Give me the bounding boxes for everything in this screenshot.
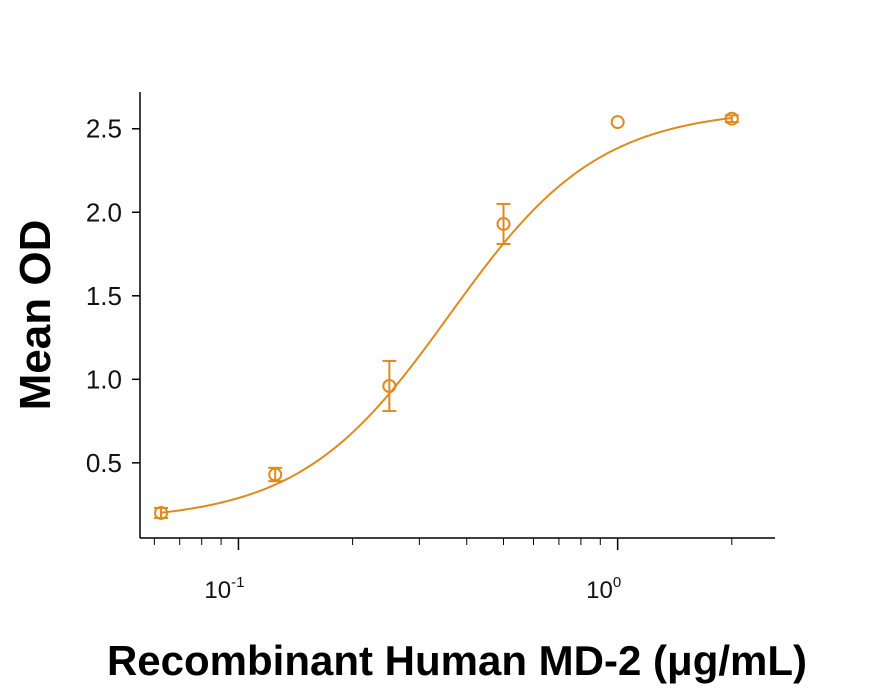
fit-curve	[160, 116, 732, 514]
y-tick-label: 0.5	[86, 448, 122, 478]
x-axis-label: Recombinant Human MD-2 (μg/mL)	[107, 637, 807, 684]
y-tick-label: 1.5	[86, 281, 122, 311]
y-tick-label: 2.5	[86, 114, 122, 144]
y-tick-label: 2.0	[86, 197, 122, 227]
data-point	[496, 216, 511, 231]
data-point	[382, 378, 397, 393]
x-minor-ticks	[153, 538, 733, 545]
data-point	[154, 505, 169, 520]
x-ticks: 10-1 100	[204, 538, 621, 604]
data-point	[724, 111, 739, 126]
error-bar	[496, 202, 511, 246]
data-point	[610, 115, 625, 130]
data-point	[268, 467, 283, 482]
x-tick-label: 100	[586, 574, 621, 604]
y-tick-label: 1.0	[86, 364, 122, 394]
y-ticks: 0.5 1.0 1.5 2.0 2.5	[86, 114, 140, 478]
x-tick-label: 10-1	[204, 574, 244, 604]
y-axis-label: Mean OD	[11, 220, 60, 411]
error-bar	[382, 359, 397, 413]
data-points	[154, 111, 739, 520]
error-bars	[154, 114, 739, 519]
axes	[139, 92, 775, 539]
